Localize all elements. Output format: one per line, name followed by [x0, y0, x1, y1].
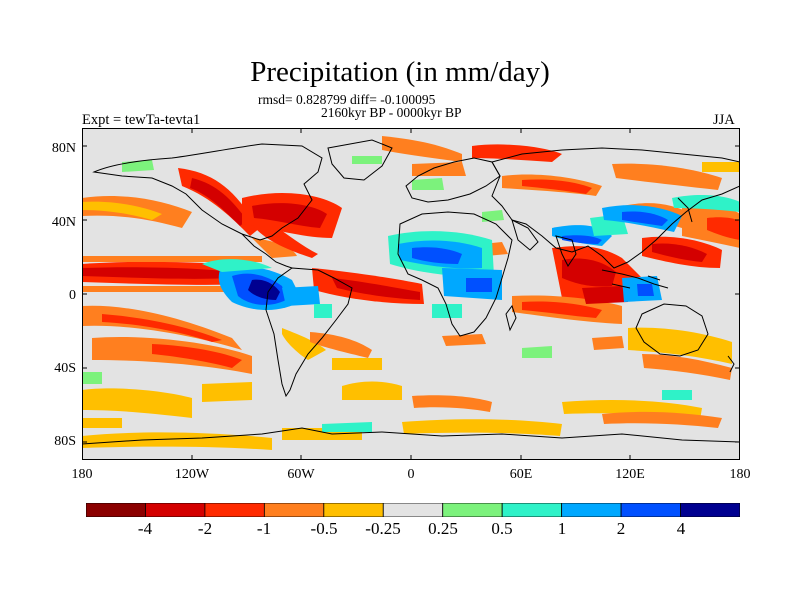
colorbar-label: 2	[616, 519, 626, 538]
anomaly-amazon	[282, 328, 326, 360]
coastline-greenland	[327, 139, 393, 181]
coastline-arabia	[511, 219, 539, 251]
colorbar-label: -4	[137, 519, 153, 538]
colorbar-swatch	[86, 503, 146, 517]
colorbar-swatch	[680, 503, 740, 517]
colorbar-label: 0.25	[428, 519, 458, 538]
lon-label-60w: 60W	[287, 467, 315, 482]
colorbar-swatch	[145, 503, 206, 517]
precipitation-map	[82, 128, 740, 460]
season-label: JJA	[713, 112, 735, 128]
coastline-central-america	[241, 233, 293, 269]
lon-label-120e: 120E	[615, 467, 645, 482]
colorbar-label: -2	[197, 519, 213, 538]
colorbar-swatch	[382, 503, 444, 517]
colorbar	[86, 503, 740, 517]
map-title: Precipitation (in mm/day)	[250, 56, 550, 88]
colorbar-label: -0.5	[310, 519, 338, 538]
lon-label-180w: 180	[71, 467, 93, 482]
coastline-indonesia	[601, 269, 669, 289]
coastline-india	[555, 235, 577, 267]
colorbar-swatch	[561, 503, 622, 517]
period-text: 2160kyr BP - 0000kyr BP	[321, 105, 462, 120]
colorbar-swatch	[501, 503, 563, 517]
lat-label-0: 0	[69, 288, 76, 303]
coastline-new-zealand	[727, 355, 735, 373]
coastline-antarctica	[82, 427, 740, 445]
colorbar-label: 0.5	[491, 519, 513, 538]
coastline-north-america	[92, 143, 323, 241]
stats-text: rmsd= 0.828799 diff= -0.100095	[258, 92, 436, 107]
colorbar-swatch	[263, 503, 325, 517]
lon-label-180e: 180	[729, 467, 751, 482]
colorbar-label: -0.25	[365, 519, 401, 538]
lat-label-80s: 80S	[54, 434, 76, 449]
colorbar-swatch	[620, 503, 681, 517]
map-frame	[82, 128, 740, 460]
lon-label-120w: 120W	[174, 467, 210, 482]
colorbar-swatch	[442, 503, 503, 517]
lon-label-0: 0	[407, 467, 415, 482]
colorbar-label: 1	[557, 519, 567, 538]
coastline-asia	[491, 147, 740, 269]
colorbar-label: 4	[676, 519, 686, 538]
lat-label-40s: 40S	[54, 361, 76, 376]
coastlines	[82, 139, 740, 445]
colorbar-label: -1	[256, 519, 272, 538]
colorbar-swatch	[204, 503, 265, 517]
lat-label-80n: 80N	[51, 141, 76, 156]
coastline-africa	[397, 211, 513, 337]
colorbar-swatch	[323, 503, 384, 517]
coastline-australia	[635, 303, 709, 357]
experiment-label: Expt = tewTa-tevta1	[82, 112, 201, 128]
coastline-japan	[677, 197, 693, 223]
anomaly-fields	[82, 136, 740, 450]
lon-label-60e: 60E	[509, 467, 533, 482]
coastline-madagascar	[505, 304, 517, 332]
lat-label-40n: 40N	[51, 215, 76, 230]
coastline-south-america	[265, 267, 353, 398]
